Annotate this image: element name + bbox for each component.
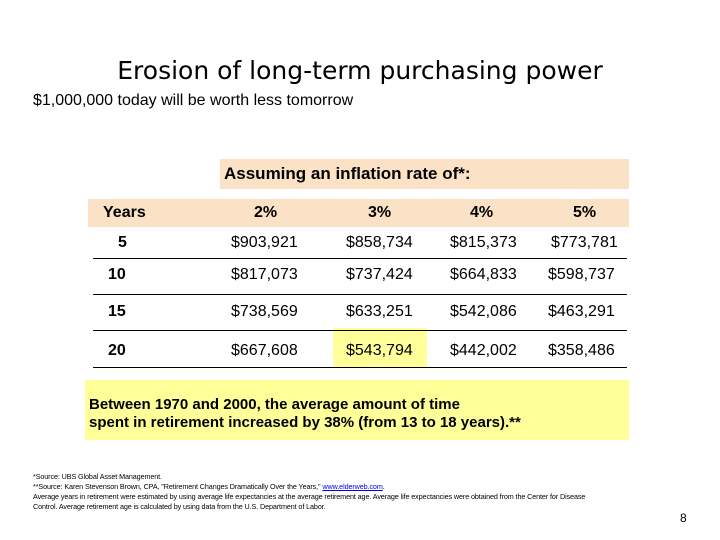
row-divider [93, 330, 627, 331]
slide-title: Erosion of long-term purchasing power [117, 56, 603, 85]
table-row-years: 10 [108, 266, 126, 283]
footnote-method-2: Control. Average retirement age is calcu… [33, 502, 326, 511]
footnote-source-2-text: **Source: Karen Stevenson Brown, CPA, "R… [33, 482, 323, 491]
page-number: 8 [680, 511, 687, 525]
retirement-note-box: Between 1970 and 2000, the average amoun… [85, 380, 629, 440]
row-divider [93, 294, 627, 295]
table-cell: $667,608 [231, 342, 298, 359]
table-cell: $817,073 [231, 266, 298, 283]
table-cell: $598,737 [548, 266, 615, 283]
table-cell: $858,734 [346, 234, 413, 251]
note-line-2: spent in retirement increased by 38% (fr… [89, 414, 521, 431]
column-header-2pct: 2% [254, 204, 278, 221]
table-cell: $737,424 [346, 266, 413, 283]
table-cell: $903,921 [231, 234, 298, 251]
column-header-4pct: 4% [470, 204, 494, 221]
table-row-years: 15 [108, 303, 126, 320]
row-divider [93, 258, 627, 259]
highlighted-cell [333, 328, 427, 367]
table-row-years: 20 [108, 342, 126, 359]
table-cell: $815,373 [450, 234, 517, 251]
footnote-source-2: **Source: Karen Stevenson Brown, CPA, "R… [33, 482, 385, 491]
table-cell: $633,251 [346, 303, 413, 320]
footnote-method-1: Average years in retirement were estimat… [33, 492, 586, 501]
table-column-header-band [88, 199, 629, 227]
inflation-header: Assuming an inflation rate of*: [220, 159, 629, 189]
table-cell-highlighted: $543,794 [346, 342, 413, 359]
table-cell: $664,833 [450, 266, 517, 283]
column-header-5pct: 5% [573, 204, 597, 221]
row-divider [93, 367, 627, 368]
table-cell: $773,781 [551, 234, 618, 251]
table-cell: $358,486 [548, 342, 615, 359]
elderweb-link[interactable]: www.elderweb.com [322, 482, 383, 491]
table-cell: $442,002 [450, 342, 517, 359]
footnote-source-1: *Source: UBS Global Asset Management. [33, 472, 162, 481]
footnote-period: . [382, 482, 385, 491]
table-cell: $463,291 [548, 303, 615, 320]
table-cell: $542,086 [450, 303, 517, 320]
table-cell: $738,569 [231, 303, 298, 320]
column-header-years: Years [103, 204, 146, 221]
inflation-header-label: Assuming an inflation rate of*: [224, 164, 471, 183]
column-header-3pct: 3% [368, 204, 392, 221]
slide-subtitle: $1,000,000 today will be worth less tomo… [33, 92, 354, 109]
note-line-1: Between 1970 and 2000, the average amoun… [89, 396, 460, 413]
table-row-years: 5 [118, 234, 127, 251]
